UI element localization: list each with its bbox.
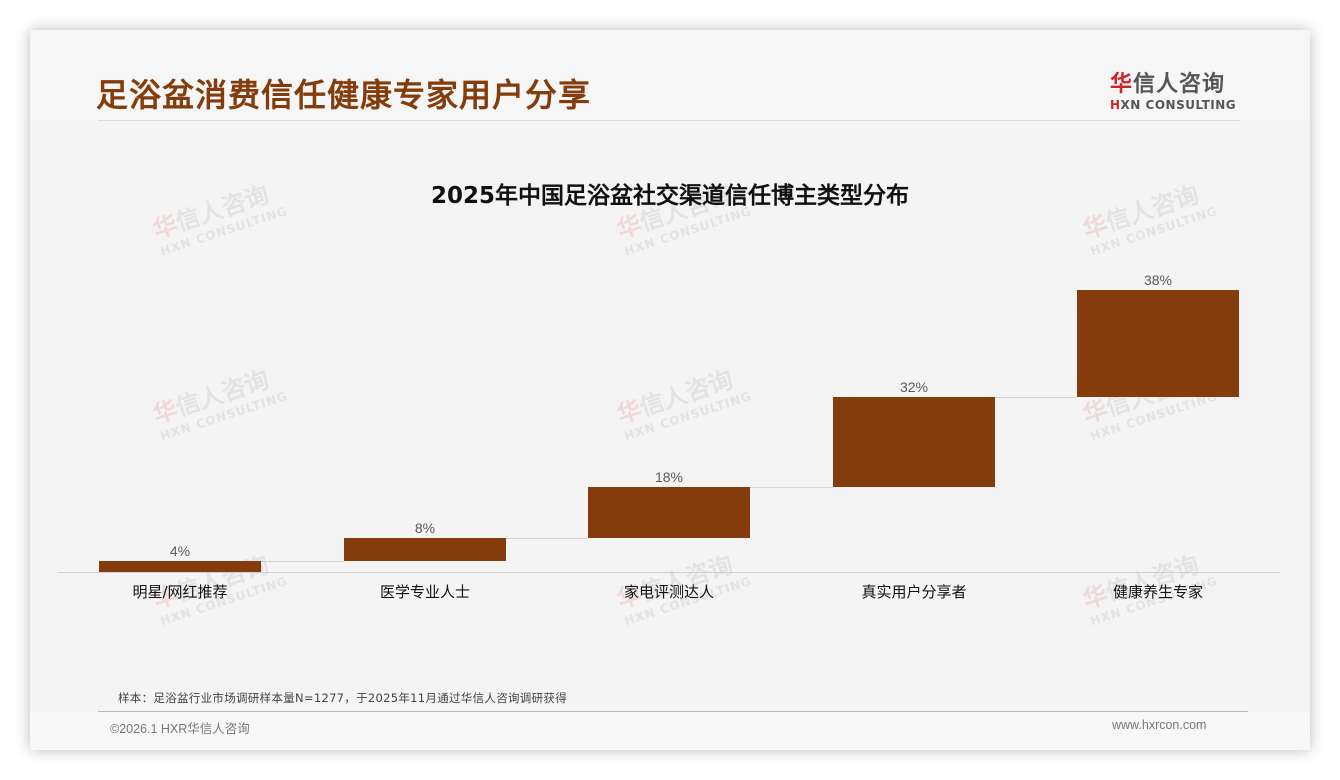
- bar-value-label: 38%: [1143, 272, 1173, 288]
- header-band: [30, 30, 1310, 120]
- category-label: 真实用户分享者: [861, 583, 967, 601]
- category-label: 家电评测达人: [623, 583, 714, 601]
- bar: [344, 538, 506, 561]
- page-title: 足浴盆消费信任健康专家用户分享: [96, 76, 592, 114]
- logo-en: HXN CONSULTING: [1110, 98, 1240, 112]
- title-divider: [98, 120, 1240, 121]
- logo-en-accent: H: [1110, 98, 1121, 112]
- bar-value-label: 8%: [414, 520, 436, 537]
- bar-value-label: 18%: [654, 469, 684, 486]
- footer-band: [30, 712, 1310, 750]
- category-label: 明星/网红推荐: [132, 583, 228, 601]
- x-axis-line: [58, 572, 1280, 573]
- bar: [1077, 290, 1239, 398]
- slide: 足浴盆消费信任健康专家用户分享 华信人咨询 HXN CONSULTING 华信人…: [30, 30, 1310, 750]
- category-label: 健康养生专家: [1112, 583, 1203, 601]
- connector-line: [750, 487, 833, 489]
- connector-line: [506, 538, 588, 540]
- chart-title: 2025年中国足浴盆社交渠道信任博主类型分布: [430, 183, 909, 209]
- connector-line: [261, 560, 344, 562]
- connector-line: [995, 397, 1077, 399]
- website-link[interactable]: www.hxrcon.com: [1112, 718, 1207, 732]
- bar: [588, 487, 750, 539]
- category-label: 医学专业人士: [379, 583, 470, 601]
- footer-divider: [98, 711, 1248, 712]
- logo-cn-accent: 华: [1110, 72, 1134, 97]
- bar: [833, 397, 995, 488]
- bar: [99, 560, 261, 572]
- source-note: 样本：足浴盆行业市场调研样本量N=1277，于2025年11月通过华信人咨询调研…: [118, 691, 568, 705]
- copyright: ©2026.1 HXR华信人咨询: [110, 722, 250, 736]
- bar-value-label: 32%: [899, 379, 929, 396]
- logo-cn-rest: 信人咨询: [1133, 72, 1226, 97]
- brand-logo: 华信人咨询 HXN CONSULTING: [1110, 66, 1240, 112]
- bar-value-label: 4%: [169, 542, 191, 559]
- logo-en-rest: XN CONSULTING: [1120, 98, 1237, 112]
- logo-cn: 华信人咨询: [1110, 66, 1240, 98]
